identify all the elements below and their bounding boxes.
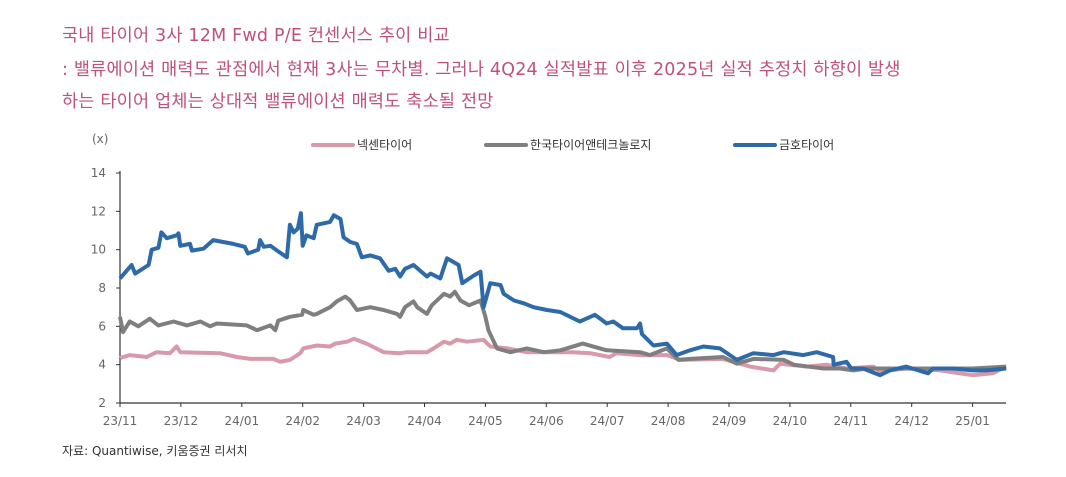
series-line-2 bbox=[118, 289, 1007, 373]
chart-subtitle-line-1: : 밸류에이션 매력도 관점에서 현재 3사는 무차별. 그러나 4Q24 실적… bbox=[62, 60, 901, 80]
x-tick-label: 24/04 bbox=[407, 414, 442, 428]
x-tick-label: 24/03 bbox=[346, 414, 381, 428]
x-tick-label: 24/08 bbox=[651, 414, 686, 428]
y-tick-label: 8 bbox=[98, 281, 106, 295]
y-tick-label: 4 bbox=[98, 358, 106, 372]
axes: 2 4 6 8 10 12 14 23/11 23/12 24/01 24/02 24/03 24/04… bbox=[91, 166, 1007, 428]
source-note: 자료: Quantiwise, 키움증권 리서치 bbox=[62, 444, 248, 458]
x-tick-label: 24/12 bbox=[894, 414, 929, 428]
x-tick-label: 24/01 bbox=[225, 414, 260, 428]
x-tick-label: 23/11 bbox=[103, 414, 138, 428]
x-tick-label: 24/07 bbox=[590, 414, 625, 428]
x-tick-label: 24/11 bbox=[834, 414, 869, 428]
x-tick-label: 24/02 bbox=[285, 414, 320, 428]
x-tick-label: 25/01 bbox=[955, 414, 990, 428]
chart-title: 국내 타이어 3사 12M Fwd P/E 컨센서스 추이 비교 bbox=[62, 26, 450, 46]
x-tick-label: 24/06 bbox=[529, 414, 564, 428]
x-tick-label: 24/05 bbox=[468, 414, 503, 428]
y-tick-label: 12 bbox=[91, 204, 106, 218]
chart-subtitle-line-2: 하는 타이어 업체는 상대적 밸류에이션 매력도 축소될 전망 bbox=[62, 92, 494, 112]
series-lines bbox=[118, 211, 1007, 378]
y-tick-label: 14 bbox=[91, 166, 106, 180]
legend: 넥센타이어 한국타이어앤테크놀로지 금호타이어 bbox=[311, 138, 834, 152]
y-tick-label: 2 bbox=[98, 396, 106, 410]
x-tick-label: 23/12 bbox=[164, 414, 199, 428]
x-tick-label: 24/10 bbox=[773, 414, 808, 428]
legend-label: 넥센타이어 bbox=[357, 138, 412, 152]
y-tick-label: 10 bbox=[91, 243, 106, 257]
y-tick-label: 6 bbox=[98, 319, 106, 333]
legend-label: 한국타이어앤테크놀로지 bbox=[530, 138, 651, 152]
legend-label: 금호타이어 bbox=[779, 138, 834, 152]
series-line-3 bbox=[118, 211, 1007, 378]
y-axis-unit-label: (x) bbox=[92, 132, 108, 146]
x-tick-label: 24/09 bbox=[712, 414, 747, 428]
